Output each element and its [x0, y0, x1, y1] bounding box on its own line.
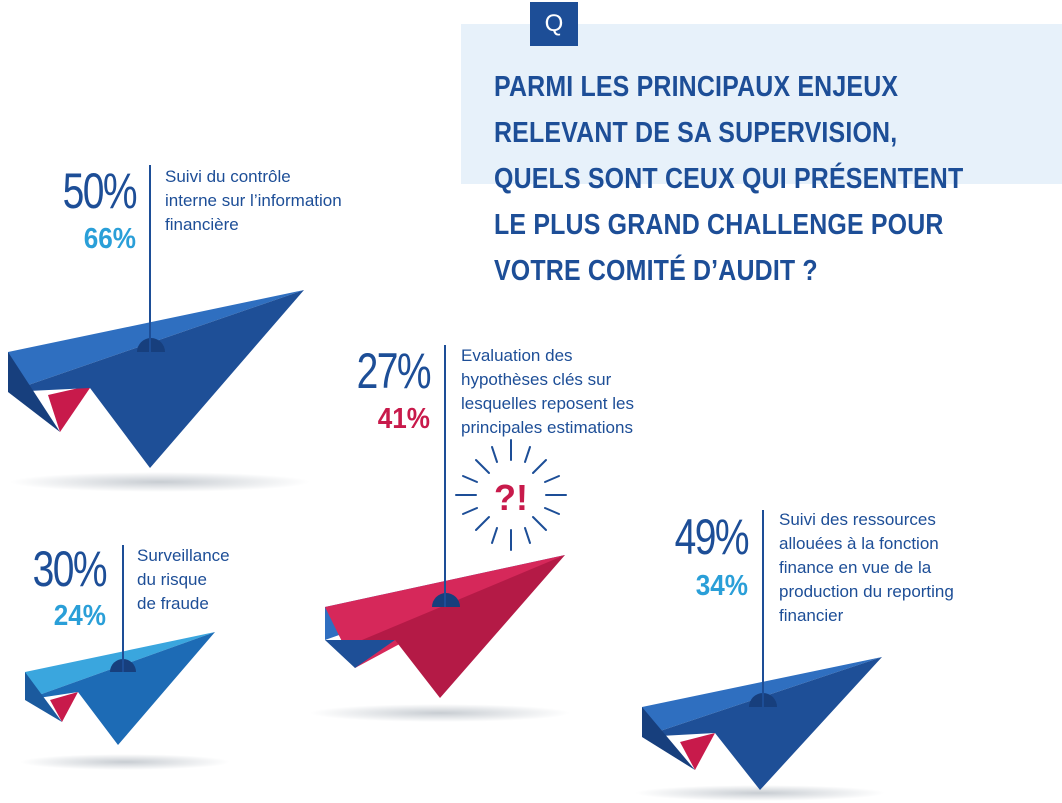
question-line: VOTRE COMITÉ D’AUDIT ? — [494, 255, 818, 287]
label-line: de fraude — [137, 594, 209, 613]
plane-2-shadow — [310, 704, 570, 722]
question-line: LE PLUS GRAND CHALLENGE POUR — [494, 209, 944, 241]
plane-1-shadow — [10, 472, 310, 492]
exclamation-burst-icon — [455, 439, 567, 551]
plane-3-shadow — [20, 754, 230, 770]
question-line: QUELS SONT CEUX QUI PRÉSENTENT — [494, 163, 964, 195]
stat-secondary-4: 34% — [695, 570, 748, 602]
stat-primary-1: 50% — [62, 163, 138, 219]
plane-2 — [325, 345, 565, 698]
question-line: RELEVANT DE SA SUPERVISION, — [494, 117, 898, 149]
plane-1 — [8, 165, 304, 468]
label-line: production du reporting — [779, 582, 954, 601]
stat-secondary-2: 41% — [377, 403, 430, 435]
stat-secondary-1: 66% — [83, 223, 136, 255]
label-2: Evaluation des hypothèses clés sur lesqu… — [461, 344, 634, 440]
label-line: financière — [165, 215, 239, 234]
label-line: allouées à la fonction — [779, 534, 939, 553]
label-line: finance en vue de la — [779, 558, 932, 577]
question-line: PARMI LES PRINCIPAUX ENJEUX — [494, 71, 899, 103]
stat-primary-4: 49% — [674, 509, 750, 565]
label-line: interne sur l’information — [165, 191, 342, 210]
label-line: Suivi des ressources — [779, 510, 936, 529]
label-line: Suivi du contrôle — [165, 167, 291, 186]
question-panel — [461, 24, 1062, 184]
label-1: Suivi du contrôle interne sur l’informat… — [165, 165, 342, 237]
plane-4 — [642, 510, 882, 790]
label-line: hypothèses clés sur — [461, 370, 612, 389]
question-title: PARMI LES PRINCIPAUX ENJEUX RELEVANT DE … — [494, 64, 976, 294]
stat-primary-2: 27% — [356, 343, 432, 399]
stat-secondary-3: 24% — [53, 600, 106, 632]
label-line: financier — [779, 606, 844, 625]
stat-primary-3: 30% — [32, 541, 108, 597]
label-3: Surveillance du risque de fraude — [137, 544, 230, 616]
label-4: Suivi des ressources allouées à la fonct… — [779, 508, 954, 628]
label-line: principales estimations — [461, 418, 633, 437]
plane-4-shadow — [635, 785, 885, 801]
plane-3 — [25, 545, 215, 745]
question-exclamation-symbol: ?! — [494, 477, 528, 518]
label-line: lesquelles reposent les — [461, 394, 634, 413]
question-badge: Q — [530, 2, 578, 46]
label-line: Evaluation des — [461, 346, 573, 365]
label-line: Surveillance — [137, 546, 230, 565]
label-line: du risque — [137, 570, 207, 589]
